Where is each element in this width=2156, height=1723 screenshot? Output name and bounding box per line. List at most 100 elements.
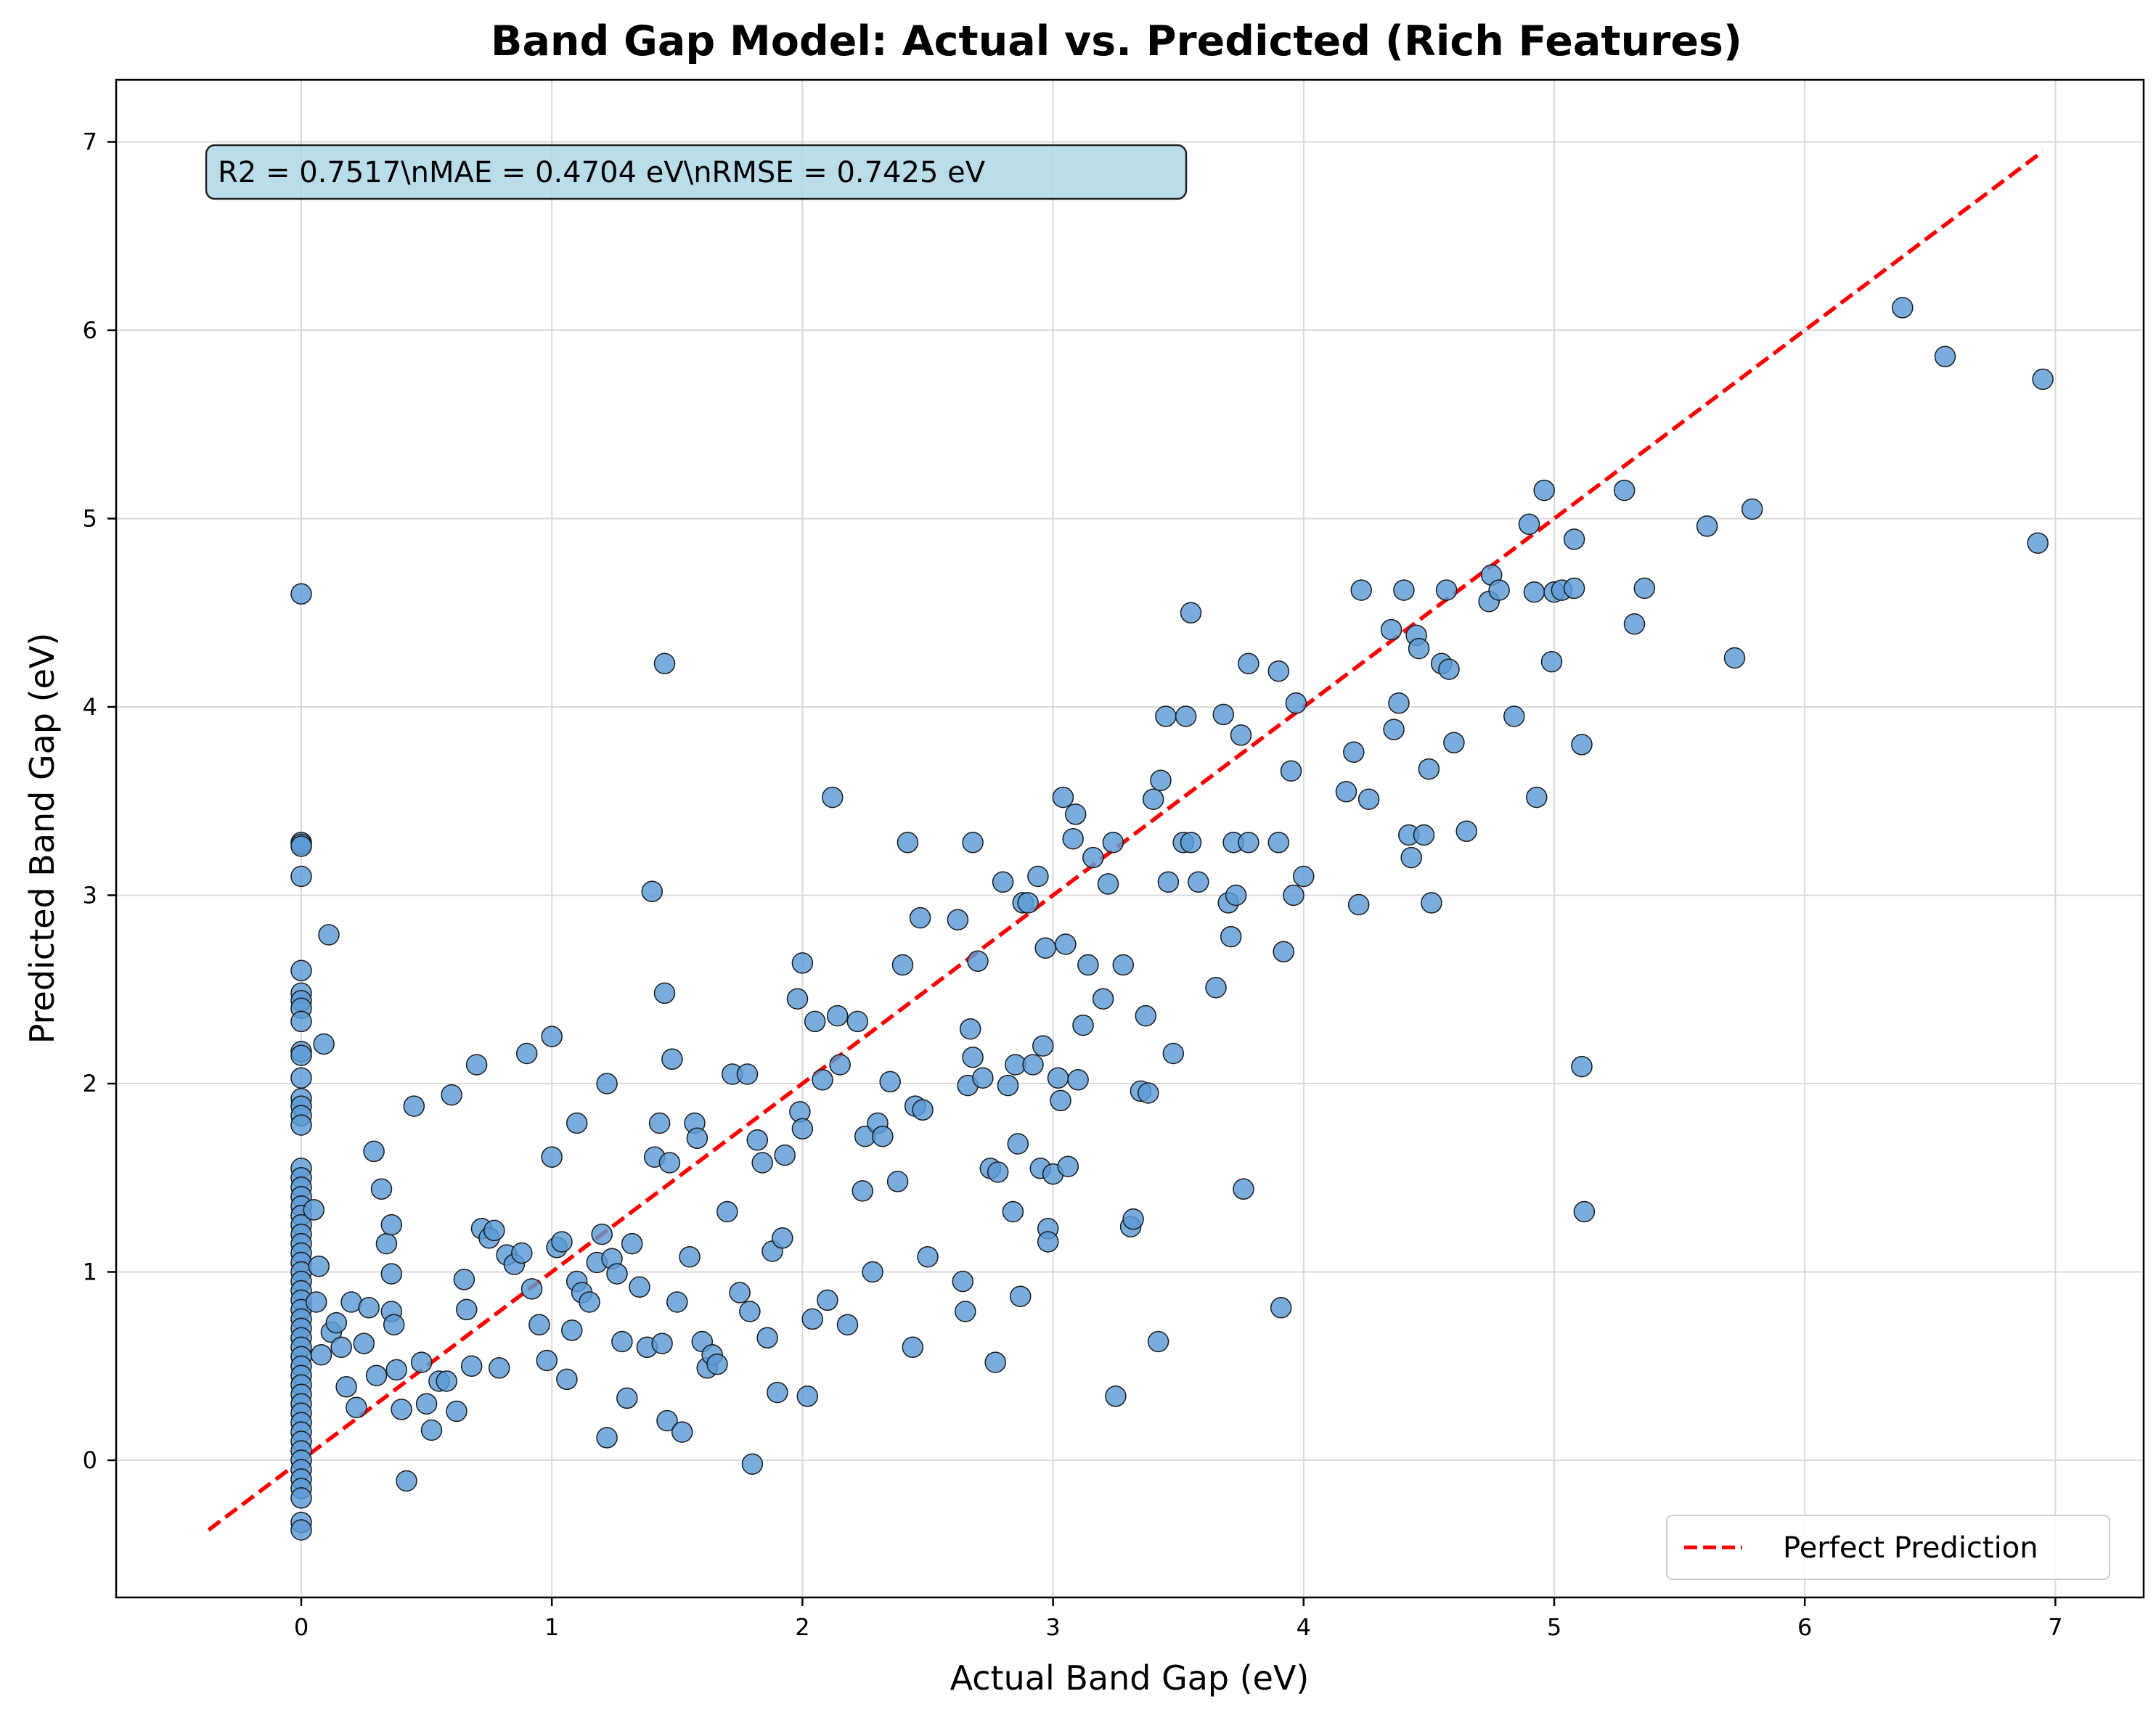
y-tick-label: 2: [83, 1070, 97, 1097]
data-point: [804, 1010, 826, 1033]
data-point: [330, 1336, 352, 1359]
data-point: [791, 1118, 814, 1140]
data-point: [1380, 618, 1402, 641]
data-point: [739, 1301, 761, 1322]
data-point: [565, 1112, 588, 1134]
data-point: [579, 1291, 600, 1313]
y-tick-label: 4: [83, 693, 97, 721]
data-point: [465, 1054, 488, 1076]
data-point: [791, 952, 814, 974]
legend-entry-perfect-prediction: Perfect Prediction: [1783, 1531, 2038, 1565]
data-point: [596, 1427, 618, 1449]
data-point: [1280, 760, 1302, 782]
data-point: [879, 1071, 901, 1093]
data-point: [488, 1357, 510, 1379]
data-point: [410, 1351, 433, 1373]
data-point: [1150, 769, 1172, 791]
data-point: [1072, 1014, 1094, 1036]
data-point: [1741, 498, 1763, 520]
data-point: [1052, 786, 1074, 809]
data-point: [1408, 637, 1430, 660]
data-point: [1077, 954, 1099, 976]
data-point: [917, 1245, 939, 1268]
data-point: [290, 1044, 312, 1066]
data-point: [1563, 528, 1585, 550]
data-point: [415, 1393, 438, 1415]
data-point: [290, 835, 312, 857]
data-point: [671, 1421, 693, 1443]
data-point: [1155, 705, 1177, 727]
data-point: [303, 1199, 325, 1221]
data-point: [541, 1146, 563, 1168]
data-point: [1273, 941, 1294, 963]
data-point: [515, 1042, 538, 1065]
legend: Perfect Prediction: [1666, 1515, 2110, 1580]
data-point: [1188, 871, 1209, 893]
data-point: [1350, 579, 1372, 601]
data-point: [1102, 832, 1124, 854]
data-point: [1400, 846, 1422, 869]
data-point: [1238, 652, 1259, 675]
data-point: [1285, 692, 1307, 714]
data-point: [1438, 658, 1460, 680]
data-point: [511, 1242, 533, 1264]
data-point: [1613, 479, 1636, 502]
data-point: [363, 1140, 385, 1163]
data-point: [1233, 1178, 1254, 1200]
data-point: [1571, 734, 1593, 756]
data-point: [380, 1263, 403, 1285]
y-tick-label: 1: [83, 1259, 97, 1286]
data-point: [686, 1127, 709, 1150]
data-point: [1518, 513, 1540, 536]
data-point: [741, 1453, 764, 1475]
data-point: [290, 865, 312, 888]
data-point: [706, 1353, 728, 1375]
data-point: [358, 1297, 380, 1319]
data-point: [1057, 1155, 1079, 1177]
x-tick-label: 4: [1297, 1613, 1311, 1641]
data-point: [651, 1333, 673, 1354]
data-point: [1122, 1208, 1144, 1230]
data-point: [383, 1314, 405, 1335]
data-point: [1388, 692, 1410, 714]
data-point: [346, 1396, 367, 1419]
data-point: [1723, 647, 1746, 669]
data-point: [962, 1046, 984, 1068]
data-point: [1571, 1055, 1593, 1078]
stats-box-background: [205, 144, 1188, 200]
data-point: [290, 959, 312, 982]
data-point: [1082, 846, 1104, 869]
data-point: [380, 1214, 403, 1236]
data-point: [621, 1232, 643, 1255]
data-point: [1435, 579, 1458, 601]
data-point: [313, 1033, 335, 1055]
data-point: [1335, 781, 1357, 803]
data-point: [365, 1364, 388, 1386]
data-point: [822, 786, 844, 809]
data-point: [318, 924, 340, 946]
data-point: [290, 1067, 312, 1089]
data-point: [1455, 820, 1477, 843]
data-point: [891, 954, 914, 976]
data-point: [396, 1470, 417, 1492]
data-point: [829, 1054, 851, 1076]
data-point: [1002, 1200, 1024, 1223]
data-point: [756, 1327, 778, 1349]
data-point: [436, 1370, 457, 1392]
reference-line-layer: [207, 150, 2044, 1532]
data-point: [1563, 577, 1585, 599]
data-point: [648, 1112, 671, 1134]
data-point: [1696, 515, 1718, 537]
data-point: [1633, 577, 1656, 599]
data-point: [536, 1349, 558, 1372]
data-point: [984, 1351, 1006, 1373]
y-tick-label: 7: [83, 128, 97, 156]
data-point: [955, 1301, 976, 1322]
y-tick-label: 6: [83, 316, 97, 344]
data-point: [1142, 788, 1164, 810]
data-point: [290, 1487, 312, 1509]
data-point: [656, 1409, 678, 1432]
y-tick-label: 3: [83, 882, 97, 909]
x-tick-label: 6: [1797, 1613, 1812, 1641]
data-point: [308, 1255, 330, 1277]
